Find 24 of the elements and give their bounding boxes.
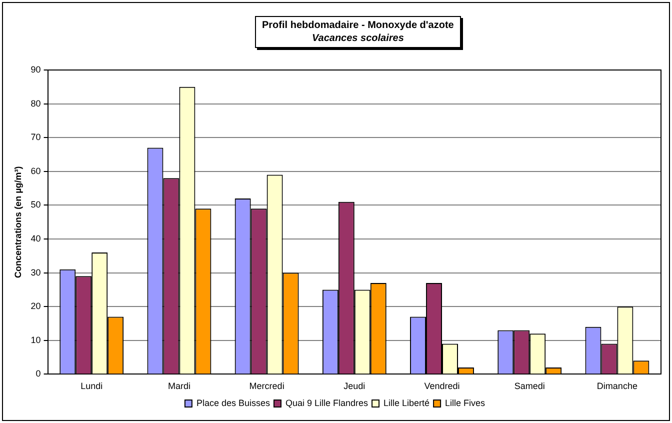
chart-subtitle: Vacances scolaires (310, 32, 405, 45)
x-tick-label: Jeudi (344, 381, 366, 392)
y-axis-title: Concentrations (en µg/m³) (12, 166, 23, 278)
y-tick-label: 10 (30, 334, 41, 345)
x-tick-label: Mercredi (249, 381, 284, 392)
x-tick-label: Lundi (80, 381, 103, 392)
y-tick-label: 70 (30, 132, 41, 142)
y-tick-label: 50 (30, 200, 41, 210)
y-tick-label: 80 (30, 98, 41, 108)
chart-title: Profil hebdomadaire - Monoxyde d'azote (262, 19, 454, 32)
legend-label: Lille Liberté (384, 398, 430, 408)
y-tick-label: 30 (30, 267, 41, 278)
x-tick-label: Samedi (514, 381, 545, 392)
legend-label: Lille Fives (445, 398, 486, 408)
y-tick-label: 90 (30, 64, 41, 74)
y-tick-label: 20 (30, 301, 41, 312)
y-tick-label: 0 (36, 368, 41, 379)
y-tick-label: 60 (30, 166, 41, 176)
x-tick-label: Mardi (168, 381, 190, 392)
legend-label: Quai 9 Lille Flandres (285, 398, 369, 408)
x-tick-label: Dimanche (596, 381, 638, 392)
legend-label: Place des Buisses (196, 398, 270, 408)
y-tick-label: 40 (30, 233, 41, 244)
x-tick-label: Vendredi (424, 381, 460, 392)
